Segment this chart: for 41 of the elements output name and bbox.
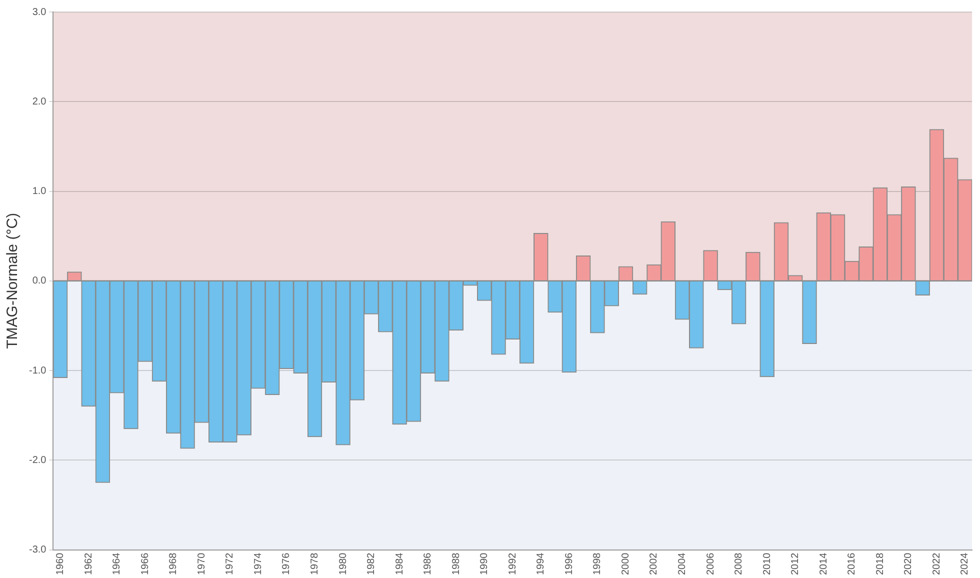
x-tick-label: 2000 xyxy=(620,552,632,576)
x-tick-label: 1984 xyxy=(394,552,406,576)
x-tick-label: 2020 xyxy=(903,552,914,576)
x-tick-label: 1996 xyxy=(564,552,575,576)
x-tick-label: 1974 xyxy=(252,552,264,576)
x-tick-label: 1998 xyxy=(592,552,604,576)
y-axis-title: TMAG-Normale (°C) xyxy=(4,212,22,349)
x-tick-label: 2006 xyxy=(705,552,716,576)
y-tick-label: 3.0 xyxy=(32,6,47,18)
x-tick-label: 2008 xyxy=(734,552,745,576)
x-tick-label: 1970 xyxy=(196,552,208,576)
x-tick-label: 1978 xyxy=(309,552,320,576)
y-tick-label: 2.0 xyxy=(32,96,47,108)
x-tick-label: 1960 xyxy=(55,552,66,576)
x-tick-label: 1988 xyxy=(450,552,462,576)
x-tick-label: 1994 xyxy=(536,552,547,576)
x-tick-label: 1966 xyxy=(140,552,151,576)
x-tick-label: 2010 xyxy=(762,552,773,576)
x-tick-label: 1972 xyxy=(224,552,236,576)
x-tick-label: 1962 xyxy=(83,552,94,576)
x-tick-label: 2022 xyxy=(931,552,942,576)
y-tick-label: -3.0 xyxy=(28,544,47,556)
x-tick-label: 2014 xyxy=(818,552,830,576)
x-tick-label: 1990 xyxy=(479,552,490,576)
y-tick-label: -2.0 xyxy=(28,454,47,466)
x-tick-label: 2004 xyxy=(677,552,688,576)
y-tick-label: 1.0 xyxy=(32,186,47,197)
x-tick-label: 1980 xyxy=(338,552,349,576)
x-tick-label: 1982 xyxy=(366,552,378,576)
y-tick-label: -1.0 xyxy=(28,365,47,376)
x-tick-label: 1964 xyxy=(112,552,123,576)
x-tick-label: 2012 xyxy=(790,552,802,576)
x-tick-label: 2016 xyxy=(846,552,858,576)
y-tick-label: 0.0 xyxy=(32,276,47,287)
x-tick-label: 1986 xyxy=(422,552,434,576)
x-tick-label: 1976 xyxy=(281,552,292,576)
x-tick-label: 2024 xyxy=(960,552,971,576)
x-tick-label: 2002 xyxy=(648,552,660,576)
x-tick-label: 1992 xyxy=(507,552,518,576)
x-tick-label: 2018 xyxy=(874,552,886,576)
x-tick-label: 1968 xyxy=(168,552,180,576)
